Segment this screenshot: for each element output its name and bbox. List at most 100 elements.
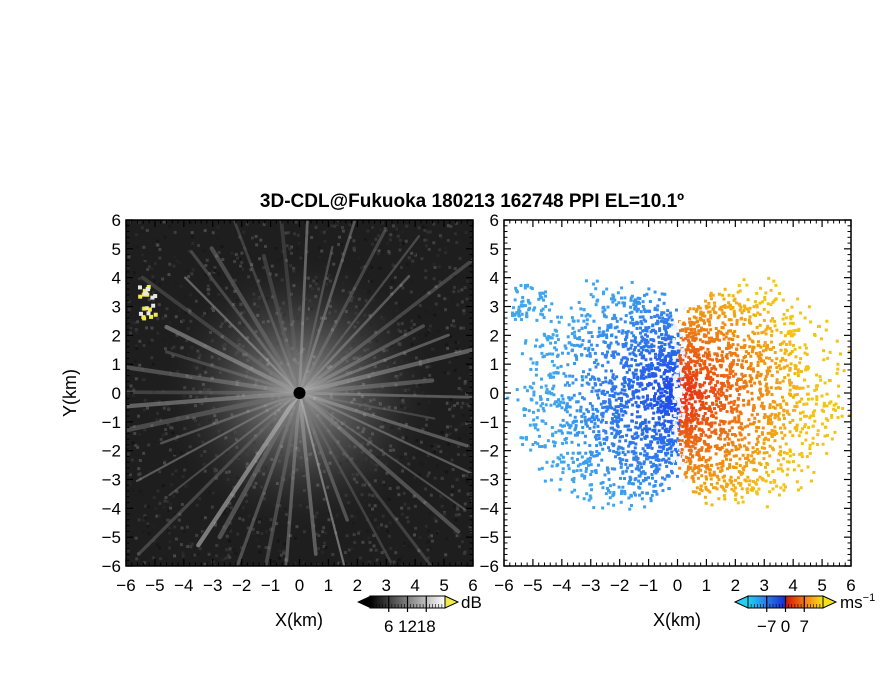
velocity-pixel bbox=[669, 408, 673, 412]
velocity-pixel bbox=[709, 294, 713, 298]
velocity-pixel bbox=[556, 353, 560, 357]
velocity-pixel bbox=[642, 370, 646, 374]
snr-speckle bbox=[170, 482, 174, 486]
velocity-pixel bbox=[769, 480, 773, 484]
velocity-pixel bbox=[738, 464, 742, 468]
velocity-pixel bbox=[733, 314, 737, 318]
velocity-pixel bbox=[730, 322, 734, 326]
velocity-pixel bbox=[677, 426, 681, 430]
velocity-pixel bbox=[529, 397, 533, 401]
snr-high-return-pixel bbox=[147, 307, 152, 312]
velocity-pixel bbox=[756, 478, 760, 482]
velocity-pixel bbox=[759, 345, 763, 349]
velocity-pixel bbox=[629, 298, 633, 302]
velocity-pixel bbox=[796, 370, 800, 374]
snr-speckle bbox=[150, 267, 154, 271]
velocity-pixel bbox=[560, 431, 564, 435]
velocity-pixel bbox=[734, 492, 738, 496]
velocity-pixel bbox=[743, 465, 747, 469]
velocity-pixel bbox=[642, 402, 646, 406]
velocity-pixel bbox=[678, 354, 682, 358]
y-tick-label: −6 bbox=[102, 557, 121, 576]
snr-speckle bbox=[433, 266, 437, 270]
velocity-pixel bbox=[772, 279, 776, 283]
velocity-pixel bbox=[697, 414, 701, 418]
velocity-pixel bbox=[685, 373, 689, 377]
x-tick-label: 3 bbox=[382, 576, 391, 595]
velocity-pixel bbox=[659, 405, 663, 409]
velocity-pixel bbox=[690, 427, 694, 431]
velocity-pixel bbox=[690, 403, 694, 407]
velocity-pixel bbox=[790, 350, 794, 354]
velocity-pixel bbox=[708, 456, 712, 460]
velocity-pixel bbox=[681, 389, 685, 393]
snr-speckle bbox=[421, 236, 425, 240]
velocity-pixel bbox=[791, 460, 795, 464]
velocity-pixel bbox=[731, 441, 735, 445]
velocity-pixel bbox=[654, 322, 658, 326]
velocity-pixel bbox=[626, 383, 630, 387]
velocity-pixel bbox=[770, 393, 774, 397]
velocity-pixel bbox=[610, 417, 614, 421]
velocity-pixel bbox=[577, 430, 581, 434]
snr-speckle bbox=[458, 534, 462, 538]
velocity-pixel bbox=[682, 392, 686, 396]
velocity-pixel bbox=[673, 352, 677, 356]
velocity-pixel bbox=[753, 450, 757, 454]
velocity-pixel bbox=[830, 415, 834, 419]
snr-speckle bbox=[142, 451, 146, 455]
velocity-pixel bbox=[683, 376, 687, 380]
velocity-pixel bbox=[566, 351, 570, 355]
velocity-pixel bbox=[576, 400, 580, 404]
velocity-pixel bbox=[785, 364, 789, 368]
velocity-pixel bbox=[561, 471, 565, 475]
velocity-pixel bbox=[609, 341, 613, 345]
snr-speckle bbox=[134, 327, 138, 331]
velocity-pixel bbox=[663, 357, 667, 361]
snr-speckle bbox=[213, 265, 217, 269]
velocity-pixel bbox=[746, 448, 750, 452]
velocity-pixel bbox=[718, 307, 722, 311]
velocity-pixel bbox=[655, 467, 659, 471]
velocity-pixel bbox=[703, 495, 707, 499]
velocity-pixel bbox=[698, 399, 702, 403]
velocity-pixel bbox=[734, 353, 738, 357]
snr-high-return-pixel bbox=[146, 311, 151, 316]
velocity-pixel bbox=[835, 371, 839, 375]
velocity-pixel bbox=[647, 325, 651, 329]
velocity-pixel bbox=[793, 404, 797, 408]
velocity-pixel bbox=[756, 370, 760, 374]
velocity-pixel bbox=[576, 464, 580, 468]
velocity-pixel bbox=[705, 355, 709, 359]
velocity-pixel bbox=[536, 442, 540, 446]
snr-speckle bbox=[157, 514, 161, 518]
velocity-pixel bbox=[644, 424, 648, 428]
velocity-pixel bbox=[634, 322, 638, 326]
velocity-pixel bbox=[650, 372, 654, 376]
velocity-pixel bbox=[788, 388, 792, 392]
velocity-pixel bbox=[571, 374, 575, 378]
snr-speckle bbox=[467, 404, 471, 408]
velocity-pixel bbox=[694, 381, 698, 385]
velocity-pixel bbox=[572, 393, 576, 397]
velocity-pixel bbox=[675, 355, 679, 359]
velocity-pixel bbox=[720, 468, 724, 472]
snr-speckle bbox=[452, 324, 456, 328]
velocity-pixel bbox=[574, 419, 578, 423]
velocity-pixel bbox=[666, 309, 670, 313]
velocity-pixel bbox=[684, 428, 688, 432]
velocity-pixel bbox=[529, 448, 533, 452]
snr-speckle bbox=[457, 289, 461, 293]
snr-speckle bbox=[157, 303, 161, 307]
velocity-pixel bbox=[792, 343, 796, 347]
velocity-pixel bbox=[631, 436, 635, 440]
velocity-pixel bbox=[694, 351, 698, 355]
velocity-pixel bbox=[659, 449, 663, 453]
velocity-pixel bbox=[689, 381, 693, 385]
velocity-pixel bbox=[662, 394, 666, 398]
velocity-pixel bbox=[729, 475, 733, 479]
velocity-pixel bbox=[634, 455, 638, 459]
snr-speckle bbox=[453, 267, 457, 271]
velocity-pixel bbox=[683, 435, 687, 439]
